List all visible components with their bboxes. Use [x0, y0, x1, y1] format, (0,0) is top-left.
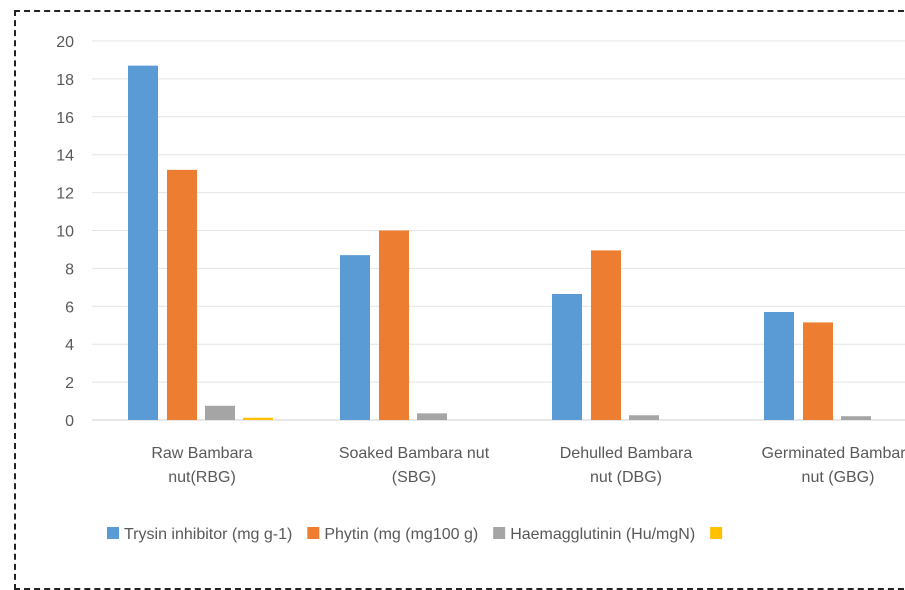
bar-3-series-1 — [552, 293, 582, 420]
y-tick-label: 16 — [56, 110, 74, 127]
legend-swatch — [493, 527, 506, 539]
y-tick-label: 6 — [65, 299, 74, 316]
y-tick-label: 18 — [56, 72, 74, 89]
category-label: Germinated Bambara — [762, 445, 905, 462]
category-label: nut (DBG) — [590, 469, 662, 486]
category-label: (SBG) — [392, 469, 436, 486]
bar-1-series-3 — [205, 405, 235, 420]
bar-1-series-4 — [243, 417, 273, 420]
bar-4-series-2 — [803, 322, 833, 420]
legend-label: Trysin inhibitor (mg g-1) — [124, 526, 292, 543]
legend-label: Haemagglutinin (Hu/mgN) — [510, 526, 695, 543]
x-axis: Raw Bambara nut(RBG) Soaked Bambara nut (SB… — [151, 445, 905, 486]
bar-chart: 0 2 4 6 8 10 12 14 16 18 20 Raw Bambara nut(RBG) Soa… — [56, 34, 905, 543]
bar-1-series-2 — [167, 169, 197, 420]
category-label: Soaked Bambara nut — [339, 445, 490, 462]
y-tick-label: 10 — [56, 224, 74, 241]
legend: Trysin inhibitor (mg g-1) Phytin (mg (mg1… — [107, 526, 723, 543]
legend-swatch — [710, 527, 723, 539]
y-axis: 0 2 4 6 8 10 12 14 16 18 20 — [56, 34, 74, 430]
legend-swatch — [307, 527, 320, 539]
bars — [128, 65, 871, 420]
y-tick-label: 12 — [56, 186, 74, 203]
bar-4-series-3 — [841, 416, 871, 420]
bar-1-series-1 — [128, 65, 158, 420]
y-tick-label: 14 — [56, 148, 74, 165]
bar-2-series-1 — [340, 255, 370, 420]
category-label: Raw Bambara — [151, 445, 252, 462]
y-tick-label: 0 — [65, 413, 74, 430]
y-tick-label: 2 — [65, 375, 74, 392]
y-tick-label: 4 — [65, 337, 74, 354]
bar-2-series-3 — [417, 413, 447, 420]
category-label: nut (GBG) — [802, 469, 875, 486]
category-label: Dehulled Bambara — [560, 445, 693, 462]
category-label: nut(RBG) — [168, 469, 236, 486]
bar-3-series-3 — [629, 415, 659, 420]
y-tick-label: 20 — [56, 34, 74, 51]
legend-label: Phytin (mg (mg100 g) — [324, 526, 478, 543]
bar-4-series-1 — [764, 311, 794, 420]
bar-2-series-2 — [379, 230, 409, 420]
bar-3-series-2 — [591, 250, 621, 420]
legend-swatch — [107, 527, 119, 539]
y-tick-label: 8 — [65, 261, 74, 278]
